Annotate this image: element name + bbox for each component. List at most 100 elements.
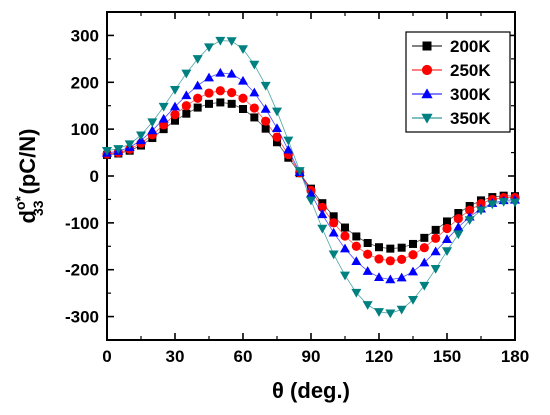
data-point-circle [431,233,441,243]
data-point-triangle-up [421,88,433,99]
data-point-square [273,138,281,147]
data-point-triangle-down [260,81,271,91]
data-point-circle [227,87,237,98]
data-point-square [329,212,338,221]
data-point-triangle-up [408,266,418,276]
data-point-triangle-down [476,206,486,216]
x-axis-title: θ (deg.) [272,378,350,403]
data-point-triangle-up [351,256,362,266]
data-point-triangle-down [158,102,169,112]
data-point-triangle-down [351,288,362,298]
legend-label-350K: 350K [450,109,491,128]
data-point-triangle-down [102,146,112,156]
data-point-circle [476,199,486,209]
data-point-triangle-down [430,265,441,274]
data-point-triangle-up [226,68,237,78]
data-point-circle [204,88,214,98]
legend-label-250K: 250K [450,61,491,80]
data-point-square [227,99,236,108]
data-point-square [239,104,247,113]
data-point-triangle-up [147,125,158,135]
y-axis-title: do* 33 (pC/N) [12,128,46,223]
data-point-circle [419,243,429,253]
data-point-triangle-down [136,131,146,141]
data-point-square [250,113,259,122]
data-point-circle [272,132,282,142]
data-point-square [409,239,417,248]
x-tick-label: 120 [365,347,393,366]
data-point-triangle-up [170,101,180,111]
data-point-triangle-up [204,72,214,82]
data-point-circle [453,214,463,224]
data-point-triangle-up [317,209,328,219]
data-point-triangle-down [464,216,475,226]
data-point-triangle-up [442,234,452,244]
x-tick-label: 30 [166,347,185,366]
axis-ticks: 0 30 60 90 120 150 180 -300 -200 -100 0 100 200 300 [65,11,529,366]
y-axis-title-main: d [15,210,40,223]
data-point-triangle-up [238,75,248,85]
data-point-circle [421,64,433,76]
series-layer [102,36,520,319]
y-axis-title-unit: (pC/N) [15,128,40,194]
data-point-circle [193,93,203,103]
data-point-square [420,233,429,242]
data-point-circle [181,101,191,111]
y-tick-label: -300 [65,308,99,327]
data-point-triangle-down [362,301,373,310]
y-tick-label: 200 [71,73,99,92]
data-point-triangle-down [510,198,520,208]
data-point-triangle-down [421,113,433,124]
legend-label-300K: 300K [450,85,491,104]
x-tick-label: 90 [302,347,321,366]
data-point-triangle-down [487,200,498,210]
data-point-circle [351,241,361,251]
data-point-triangle-down [340,271,350,281]
data-point-triangle-up [306,188,316,198]
data-point-triangle-up [385,274,396,284]
y-tick-label: -100 [65,214,99,233]
x-tick-label: 60 [234,347,253,366]
data-point-triangle-up [249,87,260,97]
data-point-circle [261,116,271,126]
svg-text:do*33(pC/N): do* 33 (pC/N) [12,128,46,223]
data-point-triangle-down [272,107,282,117]
data-point-square [363,239,372,248]
data-point-triangle-down [170,86,180,95]
data-point-circle [329,218,339,228]
data-point-triangle-up [181,90,192,100]
data-point-triangle-down [215,36,226,46]
data-point-triangle-down [226,37,237,47]
data-point-triangle-up [374,272,384,281]
data-point-triangle-down [238,45,248,55]
data-point-circle [397,254,407,265]
data-point-triangle-up [272,123,282,132]
x-tick-label: 150 [433,347,461,366]
data-point-triangle-up [215,67,226,77]
data-point-triangle-down [113,145,124,154]
data-point-square [341,223,349,232]
data-point-triangle-up [396,272,407,282]
data-point-triangle-up [430,246,441,256]
data-point-square [171,116,179,125]
data-point-triangle-down [204,43,214,53]
data-point-triangle-down [192,55,203,64]
data-point-square [375,243,383,252]
data-point-square [454,209,463,218]
data-point-triangle-down [453,230,464,240]
data-point-square [386,244,395,253]
data-point-triangle-down [419,281,430,291]
data-point-triangle-down [374,308,384,317]
data-point-triangle-down [498,198,509,207]
data-point-circle [385,256,395,266]
data-point-circle [363,249,373,259]
data-point-triangle-up [260,103,271,113]
data-point-triangle-down [249,60,260,70]
data-point-circle [374,254,384,264]
data-point-triangle-down [181,69,192,79]
data-point-triangle-up [328,227,339,237]
series-350K [102,36,520,319]
data-point-circle [442,223,452,234]
y-axis-title-sup: o* [12,196,28,211]
